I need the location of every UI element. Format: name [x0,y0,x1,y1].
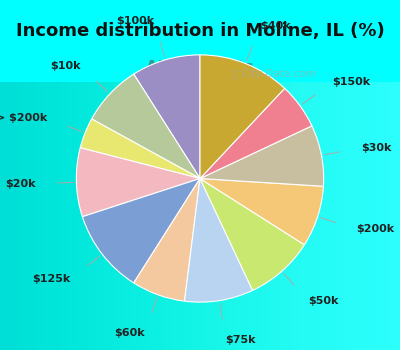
Text: $30k: $30k [361,143,392,153]
Wedge shape [200,126,324,186]
Text: All residents: All residents [146,60,254,75]
Text: > $200k: > $200k [0,113,48,123]
Wedge shape [134,178,200,301]
Wedge shape [200,55,285,178]
Text: $20k: $20k [6,178,36,189]
Text: $40k: $40k [260,21,291,31]
Text: $50k: $50k [308,296,339,307]
Wedge shape [80,119,200,178]
Wedge shape [200,178,324,245]
Text: $125k: $125k [32,274,70,284]
Text: Ⓢ City-Data.com: Ⓢ City-Data.com [232,69,316,79]
Wedge shape [184,178,253,302]
Text: $75k: $75k [226,335,256,345]
Text: $100k: $100k [116,16,154,26]
Text: $200k: $200k [356,224,394,234]
Wedge shape [200,88,312,178]
Text: $60k: $60k [114,328,144,338]
Wedge shape [92,74,200,178]
Text: Income distribution in Moline, IL (%): Income distribution in Moline, IL (%) [16,22,384,40]
Wedge shape [200,178,304,290]
Wedge shape [76,148,200,217]
Text: $10k: $10k [50,61,80,71]
Wedge shape [134,55,200,178]
Wedge shape [82,178,200,283]
Text: $150k: $150k [333,77,371,87]
